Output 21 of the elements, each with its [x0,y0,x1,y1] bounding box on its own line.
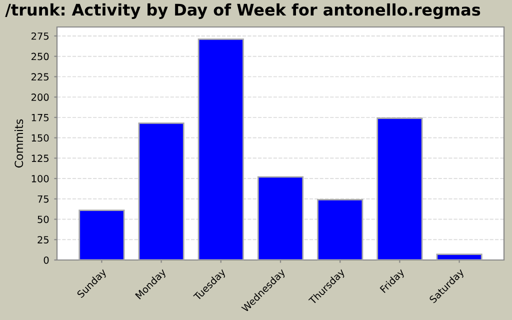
bar [376,118,423,260]
y-tick-label: 50 [38,216,49,224]
bar [317,199,364,260]
chart-title: /trunk: Activity by Day of Week for antonello.regmas [5,3,480,19]
y-tick-label: 200 [32,94,49,101]
y-tick-label: 250 [32,52,49,60]
y-tick-label: 275 [32,32,49,40]
y-tick-label: 125 [32,154,49,162]
y-tick-label: 100 [32,175,49,182]
bar [78,210,125,260]
y-tick-label: 75 [38,196,49,203]
bar [436,254,482,260]
bar [257,176,304,260]
y-tick-label: 225 [32,73,49,81]
y-tick-label: 150 [32,134,49,142]
bar [198,38,244,260]
y-tick-label: 25 [38,236,49,244]
y-axis-title: Commits [14,119,24,168]
y-tick-label: 0 [44,256,49,264]
bar [138,122,184,260]
y-tick-label: 175 [32,114,49,122]
